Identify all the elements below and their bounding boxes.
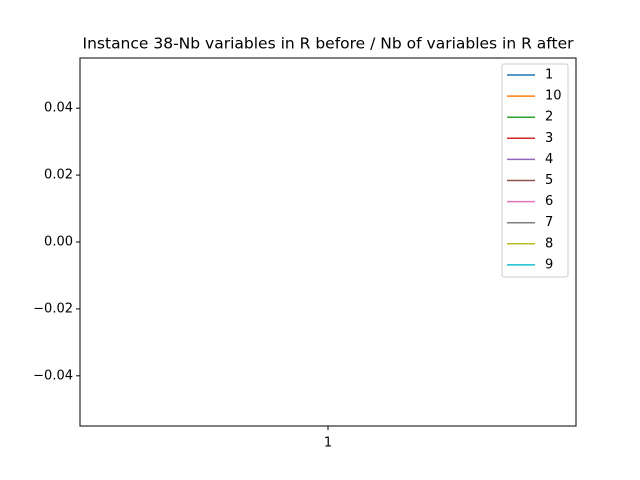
legend-label: 4 [545,152,553,167]
y-tick-label: 0.02 [44,168,73,183]
chart-title: Instance 38-Nb variables in R before / N… [83,35,575,53]
legend-label: 1 [545,68,553,83]
legend-label: 10 [545,89,562,104]
y-tick-label: 0.04 [44,101,73,116]
y-tick-label: −0.02 [33,301,73,316]
y-tick-label: −0.04 [33,368,73,383]
legend-label: 7 [545,215,553,230]
legend-label: 3 [545,131,553,146]
legend-label: 8 [545,236,553,251]
legend-label: 2 [545,110,553,125]
legend-label: 5 [545,173,553,188]
y-tick-label: 0.00 [44,235,73,250]
legend-label: 9 [545,257,553,272]
legend-label: 6 [545,194,553,209]
x-tick-label: 1 [324,436,332,451]
